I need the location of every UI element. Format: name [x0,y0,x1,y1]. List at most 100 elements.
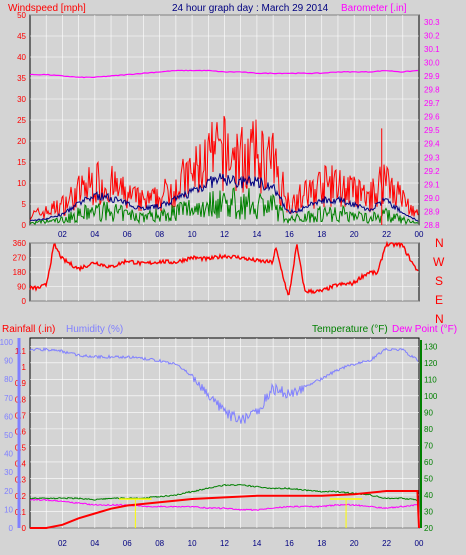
baro-y-tick-label: 30.0 [424,58,440,67]
wind-y-tick-label: 35 [17,74,26,83]
temp-y-tick-label: 110 [424,375,437,384]
baro-y-tick-label: 28.8 [424,221,440,230]
rain-y-tick-label: 0.7 [15,411,27,420]
humidity-y-tick-label: 50 [4,431,13,440]
wind-y-tick-label: 15 [17,158,26,167]
rain-y-tick-label: 0.4 [15,460,27,469]
x-tick-label-bottom: 10 [188,539,197,548]
compass-w: W [433,255,445,269]
baro-y-tick-label: 29.9 [424,72,440,81]
x-tick-label-top: 22 [382,230,391,239]
baro-y-tick-label: 29.0 [424,194,440,203]
dir-y-tick-label: 270 [13,254,27,263]
temp-y-tick-label: 120 [424,359,438,368]
rainfall-label: Rainfall (.in) [2,324,55,335]
x-tick-label-bottom: 12 [220,539,229,548]
x-tick-label-top: 10 [188,230,197,239]
x-tick-label-bottom: 20 [350,539,359,548]
rain-y-tick-label: 0.1 [15,508,27,517]
wind-y-tick-label: 30 [17,95,26,104]
temp-y-tick-label: 100 [424,392,438,401]
temp-y-tick-label: 80 [424,425,433,434]
compass-n-bottom: N [435,312,444,326]
x-tick-label-top: 16 [285,230,294,239]
temp-y-tick-label: 20 [424,524,433,533]
dir-y-tick-label: 0 [22,297,27,306]
baro-y-tick-label: 30.2 [424,31,440,40]
rain-y-tick-label: 0.6 [15,427,27,436]
rain-y-tick-label: 0.9 [15,379,27,388]
x-tick-label-top: 04 [90,230,99,239]
rain-y-tick-label: 0.2 [15,492,27,501]
x-tick-label-bottom: 22 [382,539,391,548]
x-tick-label-bottom: 08 [155,539,164,548]
compass-e: E [435,293,443,307]
wind-avg-series [29,173,419,222]
wind-direction-series [29,240,419,296]
temp-y-tick-label: 50 [424,474,433,483]
temp-y-tick-label: 60 [424,458,433,467]
wind-y-tick-label: 50 [17,11,26,20]
x-tick-label-bottom: 18 [317,539,326,548]
x-tick-label-top: 00 [415,230,424,239]
compass-s: S [435,274,443,288]
x-tick-label-top: 20 [350,230,359,239]
humidity-y-tick-label: 30 [4,468,13,477]
rain-y-tick-label: 1.1 [15,347,27,356]
temperature-label: Temperature (°F) [312,324,388,335]
humidity-y-tick-label: 100 [0,338,14,347]
temp-y-tick-label: 70 [424,441,433,450]
rain-y-tick-label: 1 [22,363,27,372]
temp-y-tick-label: 130 [424,342,438,351]
humidity-y-tick-label: 80 [4,375,13,384]
compass-n-top: N [435,236,444,250]
baro-y-tick-label: 29.5 [424,126,440,135]
barometer-series [29,69,419,79]
wind-y-tick-label: 5 [22,200,27,209]
wind-gust-series [29,115,419,221]
x-tick-label-top: 14 [252,230,261,239]
dir-y-tick-label: 90 [17,283,26,292]
humidity-y-tick-label: 20 [4,487,13,496]
dewpoint-label: Dew Point (°F) [392,324,457,335]
humidity-y-tick-label: 40 [4,450,13,459]
x-tick-label-top: 08 [155,230,164,239]
x-tick-label-bottom: 14 [252,539,261,548]
x-tick-label-top: 06 [123,230,132,239]
x-tick-label-bottom: 06 [123,539,132,548]
wind-y-tick-label: 20 [17,137,26,146]
rain-y-tick-label: 0.8 [15,395,27,404]
dewpoint-series [29,498,419,512]
x-tick-label-top: 12 [220,230,229,239]
baro-y-tick-label: 29.3 [424,153,440,162]
baro-y-tick-label: 29.6 [424,113,440,122]
wind-low-series [29,187,419,226]
humidity-y-tick-label: 70 [4,394,13,403]
baro-y-tick-label: 29.2 [424,167,440,176]
baro-y-tick-label: 30.3 [424,18,440,27]
rain-y-tick-label: 0 [22,524,27,533]
wind-y-tick-label: 10 [17,179,26,188]
baro-y-tick-label: 29.7 [424,99,440,108]
x-tick-label-bottom: 16 [285,539,294,548]
humidity-series [29,346,419,424]
x-tick-label-bottom: 04 [90,539,99,548]
wind-y-tick-label: 0 [22,221,27,230]
baro-y-tick-label: 29.1 [424,180,440,189]
baro-y-tick-label: 30.1 [424,45,440,54]
rain-y-tick-label: 0.5 [15,444,27,453]
temp-y-tick-label: 40 [424,491,433,500]
wind-y-tick-label: 25 [17,116,26,125]
x-tick-label-bottom: 02 [58,539,67,548]
temp-y-tick-label: 90 [424,408,433,417]
barometer-label: Barometer [.in] [341,3,407,14]
wind-y-tick-label: 45 [17,32,26,41]
dir-y-tick-label: 180 [13,268,27,277]
chart-title: 24 hour graph day : March 29 2014 [172,3,329,14]
rain-y-tick-label: 0.3 [15,476,27,485]
baro-y-tick-label: 29.4 [424,140,440,149]
rainfall-series [30,490,420,529]
humidity-label: Humidity (%) [66,324,123,335]
